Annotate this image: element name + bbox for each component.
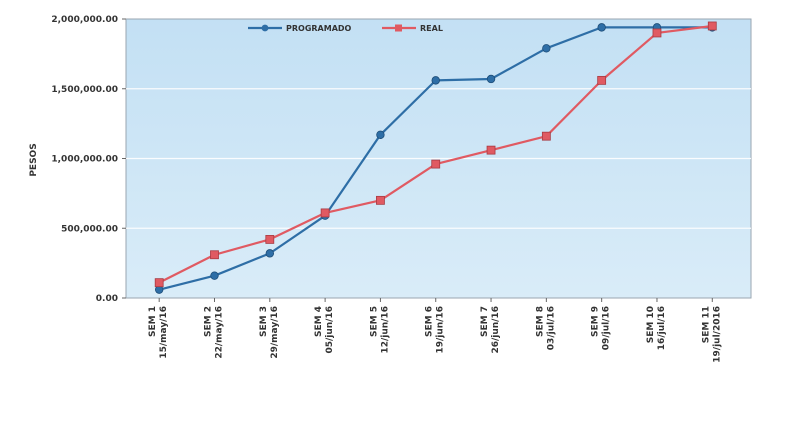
- x-tick-label-week: SEM 3: [259, 306, 269, 337]
- x-tick-label-week: SEM 1: [148, 306, 158, 337]
- data-point: [431, 76, 440, 85]
- legend: PROGRAMADO REAL: [248, 24, 443, 33]
- data-point: [320, 208, 330, 218]
- x-tick-label: SEM 222/may/16: [203, 306, 224, 359]
- y-tick-label: 1,500,000.00: [51, 85, 118, 95]
- x-tick-label-date: 05/jun/16: [325, 306, 335, 354]
- x-tick-label-week: SEM 4: [314, 306, 324, 337]
- x-tick-label: SEM 1016/jul/16: [646, 306, 667, 350]
- x-tick-label-week: SEM 5: [369, 306, 379, 337]
- legend-marker: [395, 24, 402, 32]
- data-point: [265, 249, 275, 258]
- data-point: [376, 195, 385, 205]
- x-tick-label-week: SEM 2: [203, 306, 213, 337]
- data-point: [707, 21, 717, 31]
- x-tick-label-date: 19/jul/2016: [712, 306, 722, 363]
- data-point: [376, 130, 385, 139]
- x-tick-label: SEM 1119/jul/2016: [701, 306, 722, 363]
- y-tick-label: 0.00: [96, 294, 118, 304]
- y-axis: 0.00 500,000.00 1,000,000.00 1,500,000.00 2,…: [51, 15, 126, 304]
- x-tick-label-date: 12/jun/16: [380, 306, 390, 354]
- x-tick-label-date: 16/jul/16: [657, 306, 667, 350]
- data-point: [652, 28, 662, 38]
- x-tick-label-date: 22/may/16: [214, 306, 224, 359]
- data-point: [542, 44, 551, 53]
- data-point: [210, 271, 219, 280]
- x-tick-label-week: SEM 8: [535, 306, 545, 337]
- data-point: [265, 235, 275, 244]
- x-tick-label-week: SEM 10: [646, 306, 656, 343]
- data-point: [154, 278, 164, 288]
- y-axis-label: PESOS: [29, 143, 39, 176]
- data-point: [597, 75, 607, 85]
- data-point: [486, 145, 496, 155]
- x-tick-label: SEM 619/jun/16: [425, 306, 446, 354]
- x-tick-label-date: 03/jul/16: [546, 306, 556, 350]
- data-point: [210, 250, 219, 260]
- data-point: [541, 131, 551, 141]
- y-tick-label: 1,000,000.00: [51, 155, 118, 165]
- data-point: [431, 159, 441, 169]
- gridlines: [126, 88, 751, 229]
- x-tick-label: SEM 726/jun/16: [480, 306, 501, 354]
- x-tick-label-date: 26/jun/16: [491, 306, 501, 354]
- x-tick-label-week: SEM 6: [425, 306, 435, 337]
- x-axis: SEM 115/may/16 SEM 222/may/16 SEM 329/may/…: [148, 298, 722, 363]
- legend-marker: [261, 24, 269, 32]
- data-point: [597, 23, 606, 32]
- legend-label: REAL: [420, 24, 443, 33]
- x-tick-label-date: 19/jun/16: [436, 306, 446, 354]
- y-tick-label: 2,000,000.00: [51, 15, 118, 25]
- x-tick-label-week: SEM 7: [480, 306, 490, 337]
- y-tick-label: 500,000.00: [61, 224, 118, 234]
- x-tick-label: SEM 115/may/16: [148, 306, 169, 359]
- x-tick-label-date: 15/may/16: [159, 306, 169, 359]
- x-tick-label: SEM 405/jun/16: [314, 306, 335, 354]
- x-tick-label: SEM 329/may/16: [259, 306, 280, 359]
- x-tick-label: SEM 803/jul/16: [535, 306, 556, 350]
- x-tick-label-date: 09/jul/16: [602, 306, 612, 350]
- x-tick-label: SEM 909/jul/16: [591, 306, 612, 350]
- x-tick-label-week: SEM 11: [701, 306, 711, 343]
- x-tick-label-date: 29/may/16: [270, 306, 280, 359]
- x-tick-label: SEM 512/jun/16: [369, 306, 390, 354]
- legend-label: PROGRAMADO: [286, 24, 352, 33]
- series-group: [154, 21, 717, 294]
- x-tick-label-week: SEM 9: [591, 306, 601, 337]
- data-point: [486, 74, 496, 84]
